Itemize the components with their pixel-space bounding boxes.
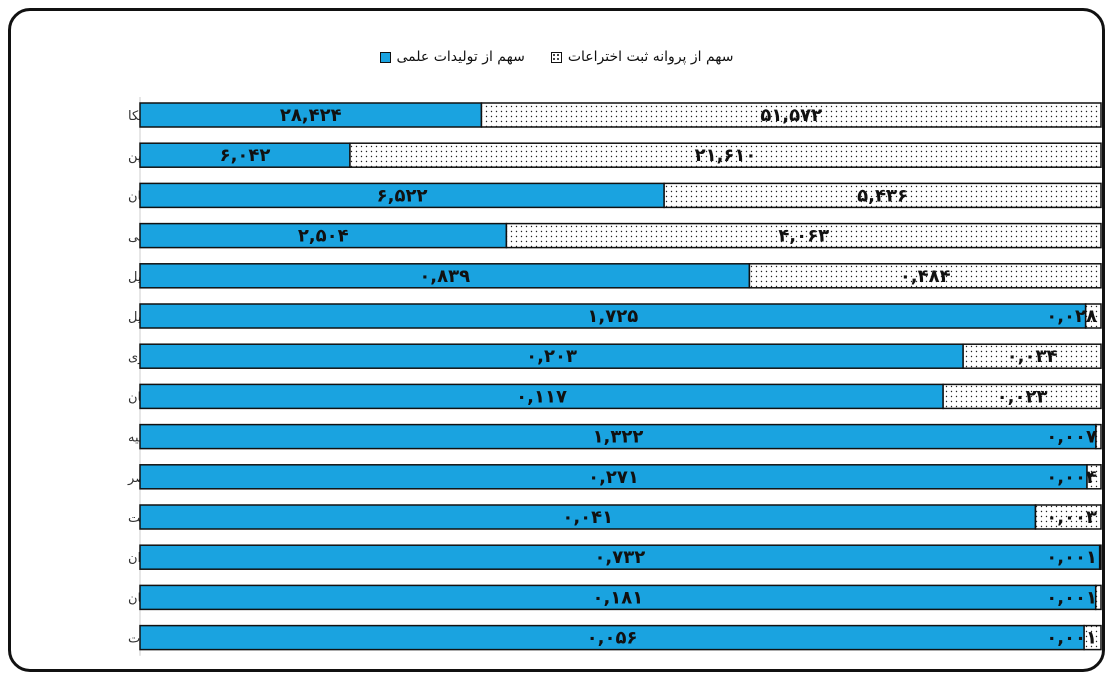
legend-label-science: سهم از تولیدات علمی [396, 49, 525, 65]
bar-science [139, 303, 1087, 329]
bar-science [139, 504, 1037, 530]
value-label-science: ۶,۵۲۲ [377, 185, 428, 206]
bar-science [139, 182, 665, 209]
bar-patents [748, 263, 1102, 289]
bar-patents [1086, 464, 1102, 490]
bar-patents [1084, 303, 1102, 329]
value-label-science: ۰,۰۴۱ [562, 507, 613, 528]
legend-swatch-patents [550, 51, 562, 63]
bar-patents [663, 182, 1102, 209]
legend-label-patents: سهم از پروانه ثبت اختراعات [567, 49, 734, 65]
bar-patents [962, 343, 1102, 369]
value-label-science: ۰,۱۸۱ [592, 587, 643, 608]
value-label-science: ۰,۷۳۲ [594, 547, 645, 568]
bar-science [139, 142, 351, 168]
value-label-patents: ۵۱,۵۷۲ [760, 105, 822, 126]
bars-group: آمریکا۲۸,۴۲۴۵۱,۵۷۲ژاپن۶,۰۴۲۲۱,۶۱۰آلمان۶,… [127, 97, 1102, 656]
value-label-science: ۲,۵۰۴ [298, 226, 349, 247]
value-label-patents: ۰,۰۰۱ [1046, 587, 1097, 608]
bar-science [139, 624, 1085, 651]
value-label-science: ۰,۱۱۷ [516, 386, 567, 407]
bar-patents [1095, 423, 1102, 450]
value-label-science: ۰,۸۳۹ [419, 266, 470, 287]
bar-patents [1034, 504, 1102, 530]
bar-science [139, 263, 751, 289]
bar-science [139, 464, 1088, 490]
bar-science [139, 383, 944, 410]
bar-science [139, 222, 508, 249]
value-label-patents: ۰,۰۰۱ [1046, 628, 1097, 649]
value-label-patents: ۰,۰۳۴ [1007, 346, 1058, 367]
value-label-science: ۲۸,۴۲۴ [280, 105, 342, 126]
value-label-patents: ۲۱,۶۱۰ [695, 145, 757, 166]
legend-swatch-science [379, 51, 391, 63]
value-label-patents: ۵,۴۳۶ [857, 185, 908, 206]
value-label-patents: ۰,۴۸۴ [900, 266, 951, 287]
value-label-patents: ۰,۰۰۱ [1046, 547, 1097, 568]
bar-patents [942, 383, 1102, 410]
bar-patents [1098, 544, 1102, 570]
bar-patents [1083, 624, 1102, 651]
value-label-science: ۰,۲۷۱ [588, 467, 639, 488]
legend: سهم از پروانه ثبت اختراعات سهم از تولیدا… [11, 49, 1102, 65]
value-label-science: ۱,۷۲۵ [587, 306, 638, 327]
value-label-science: ۰,۲۰۳ [526, 346, 577, 367]
value-label-science: ۰,۰۵۶ [587, 628, 638, 649]
value-label-patents: ۰,۰۰۴ [1046, 467, 1097, 488]
value-label-science: ۱,۳۲۲ [593, 427, 644, 448]
value-label-science: ۶,۰۴۲ [220, 145, 271, 166]
value-label-patents: ۰,۰۰۳ [1046, 507, 1097, 528]
bar-science [139, 584, 1097, 611]
value-label-patents: ۴,۰۶۳ [778, 226, 829, 247]
bar-patents [505, 222, 1102, 249]
bar-science [139, 544, 1101, 570]
legend-item-patents: سهم از پروانه ثبت اختراعات [550, 49, 734, 65]
value-label-patents: ۰,۰۲۳ [997, 386, 1048, 407]
value-label-patents: ۰,۰۲۸ [1046, 306, 1097, 327]
bar-patents [480, 102, 1102, 128]
legend-item-science: سهم از تولیدات علمی [379, 49, 525, 65]
bar-science [139, 343, 964, 369]
bar-patents [1094, 584, 1102, 611]
value-label-patents: ۰,۰۰۷ [1046, 427, 1097, 448]
bar-science [139, 423, 1097, 450]
bar-patents [349, 142, 1102, 168]
